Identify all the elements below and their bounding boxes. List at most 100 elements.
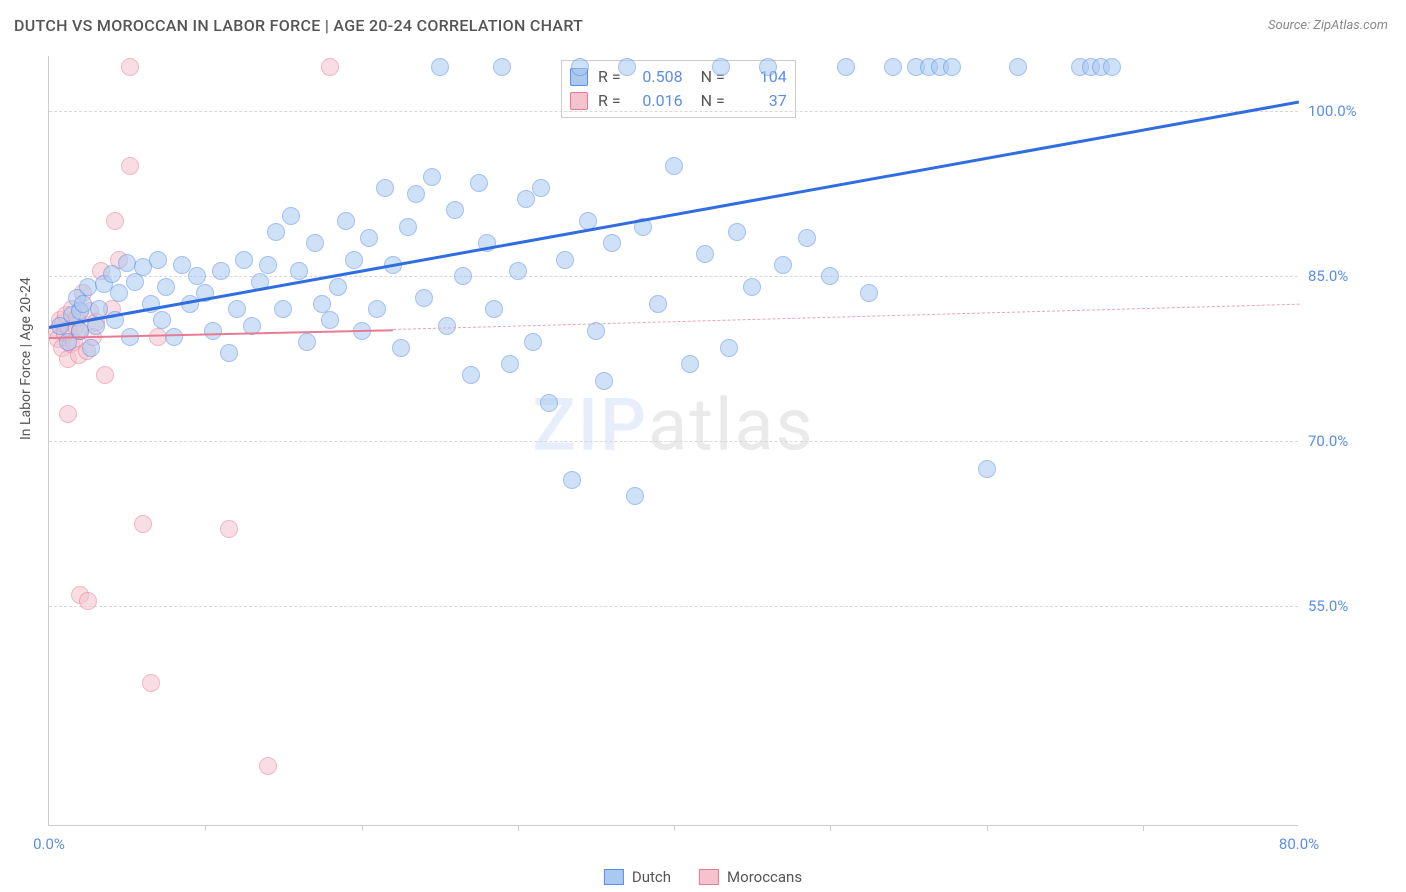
data-point-dutch xyxy=(454,267,472,285)
data-point-dutch xyxy=(360,229,378,247)
data-point-dutch xyxy=(282,207,300,225)
trendline xyxy=(49,100,1300,328)
stats-row: R =0.508N =104 xyxy=(570,65,787,89)
source-attribution: Source: ZipAtlas.com xyxy=(1268,18,1388,33)
data-point-dutch xyxy=(712,58,730,76)
r-label: R = xyxy=(598,89,621,113)
data-point-dutch xyxy=(267,223,285,241)
y-axis-label: In Labor Force | Age 20-24 xyxy=(18,277,34,440)
data-point-dutch xyxy=(649,295,667,313)
data-point-dutch xyxy=(1009,58,1027,76)
data-point-dutch xyxy=(306,234,324,252)
legend: Dutch Moroccans xyxy=(604,868,802,886)
stats-row: R =0.016N = 37 xyxy=(570,89,787,113)
data-point-dutch xyxy=(517,190,535,208)
x-tick xyxy=(205,825,206,831)
x-tick xyxy=(987,825,988,831)
y-tick-label: 55.0% xyxy=(1308,597,1378,615)
data-point-dutch xyxy=(399,218,417,236)
data-point-dutch xyxy=(337,212,355,230)
data-point-dutch xyxy=(696,245,714,263)
data-point-dutch xyxy=(446,201,464,219)
data-point-dutch xyxy=(321,311,339,329)
data-point-dutch xyxy=(368,300,386,318)
data-point-dutch xyxy=(290,262,308,280)
data-point-moroccan xyxy=(134,515,152,533)
n-value: 37 xyxy=(735,89,787,113)
n-label: N = xyxy=(701,89,725,113)
data-point-dutch xyxy=(345,251,363,269)
data-point-dutch xyxy=(329,278,347,296)
data-point-dutch xyxy=(392,339,410,357)
data-point-dutch xyxy=(188,267,206,285)
x-tick xyxy=(830,825,831,831)
data-point-dutch xyxy=(407,185,425,203)
data-point-dutch xyxy=(431,58,449,76)
plot-area: ZIPatlas R =0.508N =104R =0.016N = 37 10… xyxy=(48,56,1298,826)
data-point-dutch xyxy=(259,256,277,274)
data-point-dutch xyxy=(821,267,839,285)
legend-label: Dutch xyxy=(632,868,671,886)
gridline xyxy=(49,111,1298,112)
data-point-dutch xyxy=(110,284,128,302)
legend-swatch-moroccan xyxy=(699,869,719,885)
data-point-dutch xyxy=(665,157,683,175)
data-point-dutch xyxy=(220,344,238,362)
data-point-dutch xyxy=(728,223,746,241)
data-point-dutch xyxy=(626,487,644,505)
r-label: R = xyxy=(598,65,621,89)
data-point-dutch xyxy=(1103,58,1121,76)
data-point-dutch xyxy=(532,179,550,197)
data-point-dutch xyxy=(860,284,878,302)
x-tick xyxy=(518,825,519,831)
chart-container: DUTCH VS MOROCCAN IN LABOR FORCE | AGE 2… xyxy=(0,0,1406,892)
data-point-dutch xyxy=(438,317,456,335)
data-point-dutch xyxy=(173,256,191,274)
y-tick-label: 85.0% xyxy=(1308,267,1378,285)
data-point-dutch xyxy=(884,58,902,76)
data-point-dutch xyxy=(524,333,542,351)
data-point-dutch xyxy=(204,322,222,340)
data-point-dutch xyxy=(720,339,738,357)
legend-item-moroccan: Moroccans xyxy=(699,868,802,886)
data-point-dutch xyxy=(157,278,175,296)
data-point-dutch xyxy=(485,300,503,318)
x-tick-label: 80.0% xyxy=(1279,835,1319,853)
data-point-dutch xyxy=(228,300,246,318)
data-point-dutch xyxy=(501,355,519,373)
data-point-dutch xyxy=(470,174,488,192)
data-point-dutch xyxy=(153,311,171,329)
data-point-dutch xyxy=(462,366,480,384)
trendline xyxy=(393,303,1299,329)
data-point-moroccan xyxy=(321,58,339,76)
chart-title: DUTCH VS MOROCCAN IN LABOR FORCE | AGE 2… xyxy=(14,16,583,35)
data-point-dutch xyxy=(376,179,394,197)
data-point-dutch xyxy=(540,394,558,412)
data-point-dutch xyxy=(556,251,574,269)
data-point-dutch xyxy=(681,355,699,373)
y-tick-label: 70.0% xyxy=(1308,432,1378,450)
swatch-moroccan xyxy=(570,92,588,110)
data-point-moroccan xyxy=(121,58,139,76)
data-point-dutch xyxy=(313,295,331,313)
data-point-dutch xyxy=(212,262,230,280)
data-point-dutch xyxy=(587,322,605,340)
data-point-dutch xyxy=(798,229,816,247)
data-point-dutch xyxy=(743,278,761,296)
gridline xyxy=(49,276,1298,277)
data-point-moroccan xyxy=(121,157,139,175)
x-tick xyxy=(1143,825,1144,831)
data-point-dutch xyxy=(103,265,121,283)
data-point-dutch xyxy=(493,58,511,76)
legend-item-dutch: Dutch xyxy=(604,868,671,886)
data-point-dutch xyxy=(618,58,636,76)
data-point-moroccan xyxy=(96,366,114,384)
gridline xyxy=(49,441,1298,442)
data-point-dutch xyxy=(423,168,441,186)
data-point-dutch xyxy=(774,256,792,274)
r-value: 0.508 xyxy=(631,65,683,89)
data-point-dutch xyxy=(509,262,527,280)
data-point-moroccan xyxy=(59,405,77,423)
data-point-moroccan xyxy=(106,212,124,230)
data-point-dutch xyxy=(571,58,589,76)
